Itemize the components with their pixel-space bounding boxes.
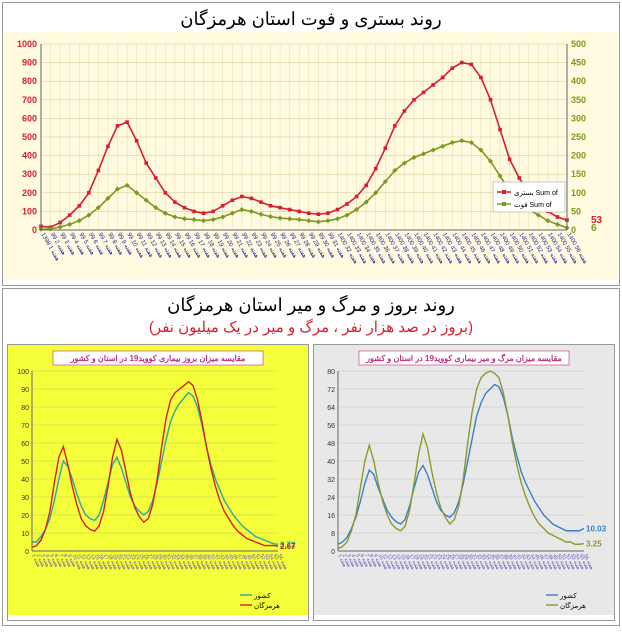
svg-text:350: 350 — [571, 95, 586, 105]
svg-text:40: 40 — [327, 459, 335, 466]
chart-hospitalization-death: روند بستری و فوت استان هرمزگان 0 100 200 30… — [2, 2, 620, 286]
svg-text:100: 100 — [17, 369, 29, 376]
svg-text:60: 60 — [21, 441, 29, 448]
chart2a-panel: مقایسه میزان بروز بیماری کووید19 در استا… — [7, 344, 309, 621]
chart2-title: روند بروز و مرگ و میر استان هرمزگان — [3, 289, 619, 318]
svg-text:20: 20 — [21, 513, 29, 520]
svg-text:0: 0 — [25, 549, 29, 556]
svg-text:90: 90 — [21, 387, 29, 394]
svg-text:250: 250 — [571, 132, 586, 142]
svg-text:کشور: کشور — [559, 592, 577, 600]
svg-text:300: 300 — [22, 169, 37, 179]
svg-text:100: 100 — [571, 188, 586, 198]
svg-text:2.67: 2.67 — [280, 542, 296, 551]
svg-text:6: 6 — [591, 223, 597, 234]
chart2b-panel: مقایسه میزان مرگ و میر بیماری کووید19 در… — [313, 344, 615, 621]
svg-text:200: 200 — [22, 188, 37, 198]
svg-text:3.25: 3.25 — [586, 540, 602, 549]
svg-text:200: 200 — [571, 151, 586, 161]
svg-text:400: 400 — [571, 76, 586, 86]
svg-text:1000: 1000 — [17, 39, 37, 49]
svg-text:450: 450 — [571, 58, 586, 68]
svg-text:50: 50 — [571, 206, 581, 216]
svg-text:فوت Sum of: فوت Sum of — [514, 202, 552, 209]
svg-text:16: 16 — [327, 513, 335, 520]
svg-text:56: 56 — [327, 423, 335, 430]
svg-text:0: 0 — [331, 549, 335, 556]
chart1-title: روند بستری و فوت استان هرمزگان — [3, 3, 619, 32]
svg-text:کشور: کشور — [253, 592, 271, 600]
svg-text:150: 150 — [571, 169, 586, 179]
svg-text:48: 48 — [327, 441, 335, 448]
svg-text:500: 500 — [22, 132, 37, 142]
svg-text:هرمزگان: هرمزگان — [560, 601, 586, 610]
svg-text:900: 900 — [22, 58, 37, 68]
svg-text:0: 0 — [32, 225, 37, 235]
svg-text:50: 50 — [21, 459, 29, 466]
svg-text:600: 600 — [22, 113, 37, 123]
svg-text:80: 80 — [327, 369, 335, 376]
svg-text:72: 72 — [327, 387, 335, 394]
svg-text:مقایسه میزان مرگ و میر بیماری: مقایسه میزان مرگ و میر بیماری کووید19 در… — [365, 353, 562, 364]
svg-text:64: 64 — [327, 405, 335, 412]
svg-text:700: 700 — [22, 95, 37, 105]
svg-text:مقایسه میزان بروز بیماری کووید: مقایسه میزان بروز بیماری کووید19 در استا… — [70, 354, 246, 364]
svg-text:500: 500 — [571, 39, 586, 49]
svg-text:70: 70 — [21, 423, 29, 430]
svg-text:80: 80 — [21, 405, 29, 412]
svg-text:40: 40 — [21, 477, 29, 484]
svg-text:300: 300 — [571, 113, 586, 123]
chart1-body: 0100200300400500600700800900100005010015… — [3, 32, 619, 285]
svg-text:32: 32 — [327, 477, 335, 484]
svg-text:24: 24 — [327, 495, 335, 502]
svg-text:400: 400 — [22, 151, 37, 161]
svg-text:10: 10 — [21, 531, 29, 538]
chart2-subtitle: (بروز در صد هزار نفر ، مرگ و میر در یک م… — [3, 318, 619, 340]
svg-text:8: 8 — [331, 531, 335, 538]
chart-incidence-mortality: روند بروز و مرگ و میر استان هرمزگان (برو… — [2, 288, 620, 626]
svg-text:هرمزگان: هرمزگان — [254, 601, 280, 610]
svg-text:10.03: 10.03 — [586, 524, 607, 533]
svg-text:800: 800 — [22, 76, 37, 86]
svg-text:100: 100 — [22, 206, 37, 216]
svg-text:30: 30 — [21, 495, 29, 502]
svg-text:بستری Sum of: بستری Sum of — [514, 190, 558, 197]
